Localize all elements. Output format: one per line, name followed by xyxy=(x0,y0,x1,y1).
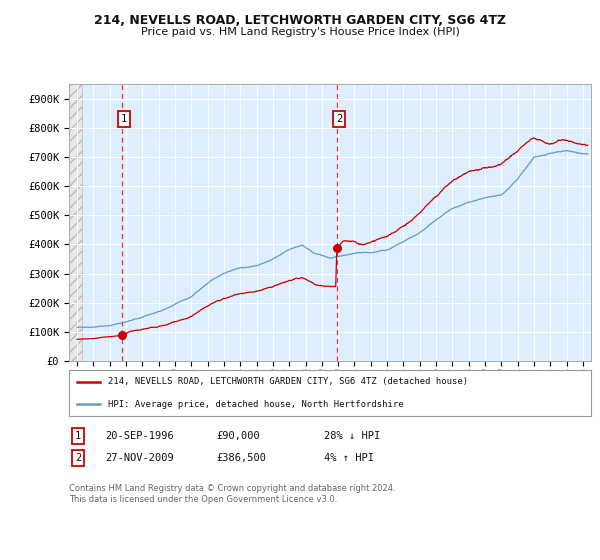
Text: 2: 2 xyxy=(336,114,342,124)
Text: £386,500: £386,500 xyxy=(216,453,266,463)
Text: HPI: Average price, detached house, North Hertfordshire: HPI: Average price, detached house, Nort… xyxy=(108,399,404,409)
Text: 214, NEVELLS ROAD, LETCHWORTH GARDEN CITY, SG6 4TZ: 214, NEVELLS ROAD, LETCHWORTH GARDEN CIT… xyxy=(94,14,506,27)
Text: Price paid vs. HM Land Registry's House Price Index (HPI): Price paid vs. HM Land Registry's House … xyxy=(140,27,460,37)
Text: Contains HM Land Registry data © Crown copyright and database right 2024.
This d: Contains HM Land Registry data © Crown c… xyxy=(69,484,395,504)
Text: 1: 1 xyxy=(75,431,81,441)
Text: 28% ↓ HPI: 28% ↓ HPI xyxy=(324,431,380,441)
Text: 214, NEVELLS ROAD, LETCHWORTH GARDEN CITY, SG6 4TZ (detached house): 214, NEVELLS ROAD, LETCHWORTH GARDEN CIT… xyxy=(108,377,468,386)
Text: 2: 2 xyxy=(75,453,81,463)
Text: 4% ↑ HPI: 4% ↑ HPI xyxy=(324,453,374,463)
Text: 1: 1 xyxy=(121,114,127,124)
Text: £90,000: £90,000 xyxy=(216,431,260,441)
Text: 27-NOV-2009: 27-NOV-2009 xyxy=(105,453,174,463)
Text: 20-SEP-1996: 20-SEP-1996 xyxy=(105,431,174,441)
